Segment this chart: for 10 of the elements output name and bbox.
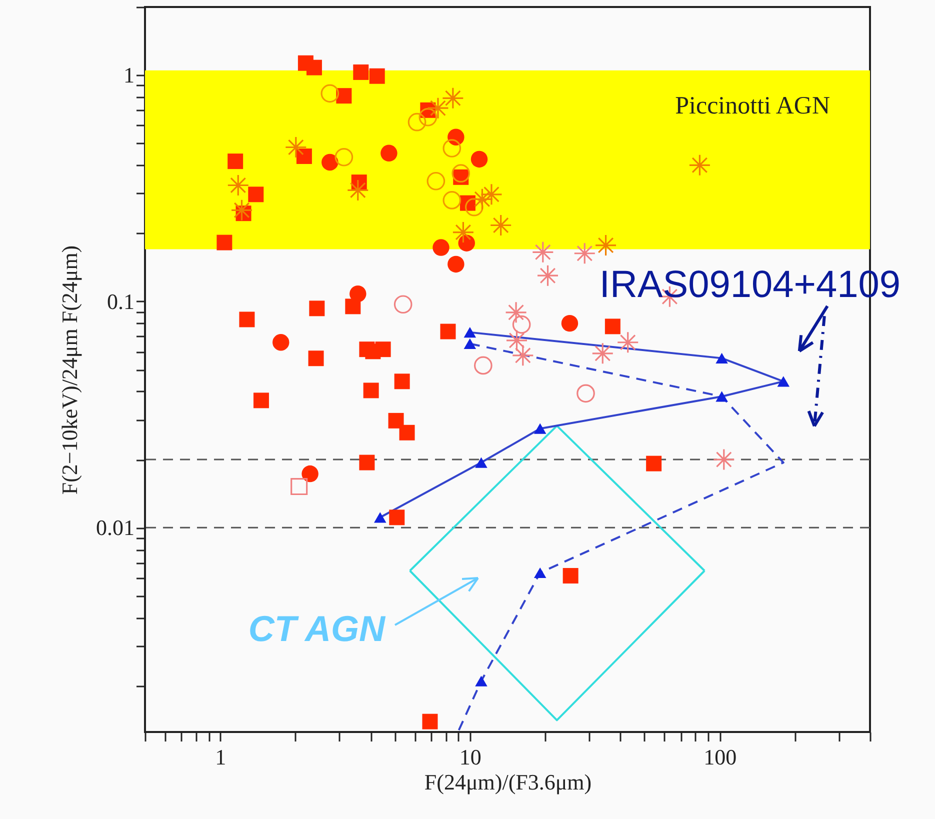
x-axis-title: F(24μm)/(F3.6μm) bbox=[424, 770, 592, 794]
band-label: Piccinotti AGN bbox=[675, 92, 830, 120]
x-tick-label: 100 bbox=[704, 744, 737, 770]
y-tick-label: 0.1 bbox=[107, 288, 134, 314]
y-tick-label: 0.01 bbox=[96, 515, 134, 540]
x-tick-label: 1 bbox=[215, 744, 226, 770]
annotation: CT AGN bbox=[248, 608, 386, 649]
x-tick-label: 10 bbox=[459, 744, 482, 770]
y-axis-title: F(2−10keV)/24μm F(24μm) bbox=[57, 245, 82, 495]
y-tick-label: 1 bbox=[124, 62, 134, 88]
